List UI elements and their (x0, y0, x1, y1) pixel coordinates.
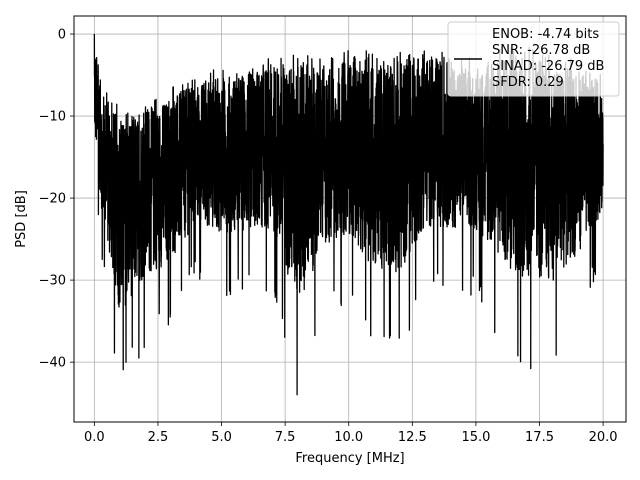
x-tick-label: 15.0 (461, 430, 490, 445)
x-tick-label: 10.0 (334, 430, 363, 445)
x-axis-label: Frequency [MHz] (295, 451, 404, 466)
y-axis: 0 −10 −20 −30 −40 (39, 28, 74, 371)
x-tick-label: 17.5 (525, 430, 554, 445)
legend-entry-sfdr: SFDR: 0.29 (492, 75, 564, 90)
x-tick-label: 2.5 (148, 430, 169, 445)
x-tick-label: 5.0 (211, 430, 232, 445)
x-tick-label: 20.0 (589, 430, 618, 445)
y-tick-label: −30 (39, 274, 66, 289)
y-tick-label: −40 (39, 356, 66, 371)
legend-entry-snr: SNR: -26.78 dB (492, 43, 590, 58)
legend-entry-sinad: SINAD: -26.79 dB (492, 59, 604, 74)
y-tick-label: −20 (39, 192, 66, 207)
legend-entry-enob: ENOB: -4.74 bits (492, 27, 599, 42)
y-axis-label: PSD [dB] (14, 190, 29, 248)
x-tick-label: 7.5 (275, 430, 296, 445)
x-tick-label: 0.0 (84, 430, 105, 445)
y-tick-label: 0 (58, 28, 66, 43)
legend-box (447, 21, 620, 97)
x-axis: 0.0 2.5 5.0 7.5 10.0 12.5 15.0 17.5 20.0 (84, 422, 618, 445)
legend: ENOB: -4.74 bits SNR: -26.78 dB SINAD: -… (447, 21, 620, 97)
x-tick-label: 12.5 (398, 430, 427, 445)
plot-frame (73, 15, 627, 423)
y-tick-label: −10 (39, 110, 66, 125)
